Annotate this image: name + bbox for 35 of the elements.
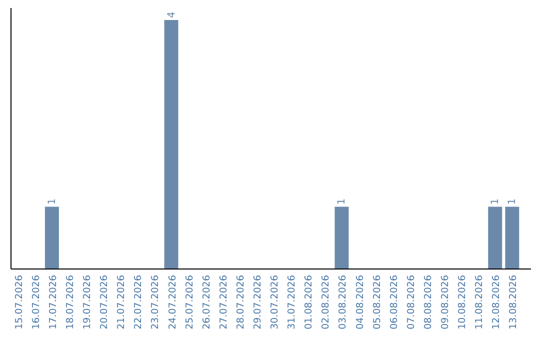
x-tick-label: 21.07.2026	[116, 275, 128, 330]
x-tick-label: 27.07.2026	[218, 275, 230, 330]
x-tick-label: 23.07.2026	[150, 275, 162, 330]
data-label: 1	[507, 198, 518, 205]
x-tick-label: 19.07.2026	[82, 275, 94, 330]
x-tick-label: 26.07.2026	[201, 275, 212, 330]
x-tick-label: 10.08.2026	[457, 275, 468, 330]
x-tick-label: 24.07.2026	[167, 275, 178, 330]
x-tick-label: 01.08.2026	[304, 275, 315, 330]
x-tick-label: 04.08.2026	[354, 275, 366, 330]
x-tick-label: 30.07.2026	[270, 275, 281, 330]
data-label: 1	[336, 198, 348, 205]
data-label: 1	[46, 198, 58, 205]
x-tick-label: 13.08.2026	[508, 275, 520, 330]
x-tick-label: 07.08.2026	[406, 275, 417, 330]
x-tick-label: 11.08.2026	[474, 275, 486, 330]
x-tick-label: 06.08.2026	[388, 275, 400, 330]
x-tick-label: 29.07.2026	[252, 275, 264, 330]
x-tick-label: 03.08.2026	[338, 275, 349, 330]
x-tick-label: 18.07.2026	[64, 275, 76, 330]
x-tick-label: 08.08.2026	[422, 275, 434, 330]
x-tick-label: 15.07.2026	[14, 275, 25, 330]
x-tick-label: 25.07.2026	[184, 275, 196, 330]
x-tick-label: 02.08.2026	[320, 275, 332, 330]
x-tick-label: 16.07.2026	[30, 275, 42, 330]
data-label: 4	[166, 12, 178, 18]
x-tick-label: 17.07.2026	[48, 275, 59, 330]
x-tick-label: 22.07.2026	[133, 275, 144, 330]
data-label: 1	[490, 198, 502, 205]
x-tick-label: 09.08.2026	[440, 275, 451, 330]
x-tick-label: 20.07.2026	[99, 275, 110, 330]
x-tick-label: 05.08.2026	[372, 275, 383, 330]
x-tick-label: 12.08.2026	[491, 275, 502, 330]
x-tick-label: 31.07.2026	[286, 275, 298, 330]
x-tick-label: 28.07.2026	[235, 275, 246, 330]
